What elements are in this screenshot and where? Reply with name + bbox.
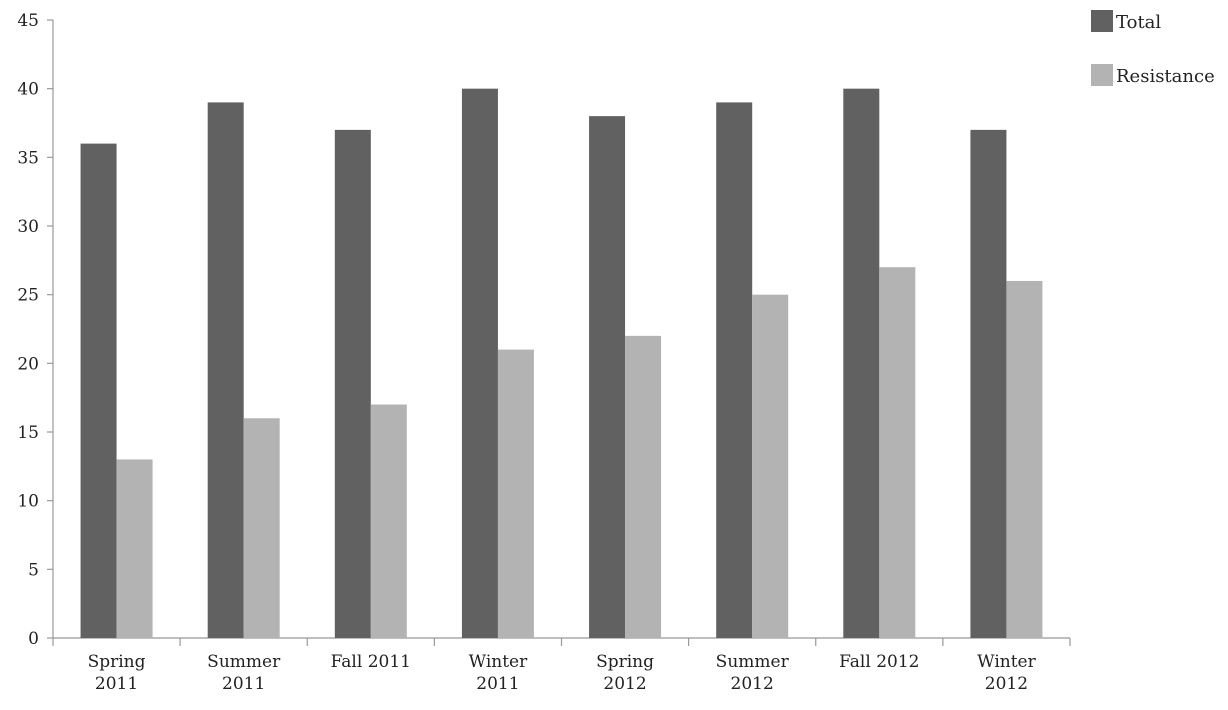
x-tick-label: 2012	[731, 674, 774, 694]
bar-resistance-5	[752, 294, 789, 638]
y-tick-label: 20	[17, 354, 39, 374]
x-tick-label: Winter	[977, 652, 1036, 672]
bar-total-6	[843, 88, 880, 638]
bar-resistance-0	[116, 459, 153, 638]
x-tick-label: Fall 2011	[331, 652, 411, 672]
axis-labels: 051015202530354045Spring2011Summer2011Fa…	[17, 11, 1036, 694]
bars	[80, 88, 1043, 639]
legend-label-resistance: Resistance	[1116, 66, 1215, 87]
bar-resistance-6	[879, 267, 916, 638]
legend-swatch-resistance	[1091, 64, 1113, 86]
bar-resistance-1	[243, 418, 280, 638]
bar-resistance-4	[625, 335, 662, 638]
y-tick-label: 10	[17, 492, 39, 512]
y-tick-label: 40	[17, 80, 39, 100]
x-tick-label: 2011	[222, 674, 265, 694]
bar-total-5	[716, 102, 753, 638]
bar-total-2	[334, 129, 371, 638]
x-tick-label: Summer	[207, 652, 281, 672]
y-tick-label: 25	[17, 286, 39, 306]
x-tick-label: Winter	[469, 652, 528, 672]
bar-total-3	[461, 88, 498, 638]
legend-label-total: Total	[1116, 12, 1161, 33]
y-tick-label: 30	[17, 217, 39, 237]
y-tick-label: 0	[28, 629, 39, 649]
x-tick-label: Spring	[596, 652, 654, 672]
bar-resistance-2	[370, 404, 407, 638]
y-tick-label: 15	[17, 423, 39, 443]
bar-resistance-7	[1006, 280, 1043, 638]
y-tick-label: 45	[17, 11, 39, 31]
legend-swatch-total	[1091, 10, 1113, 32]
y-tick-label: 5	[28, 560, 39, 580]
x-tick-label: 2011	[95, 674, 138, 694]
legend: Total Resistance	[1091, 10, 1215, 87]
x-tick-label: Fall 2012	[839, 652, 919, 672]
x-tick-label: 2012	[603, 674, 646, 694]
bar-total-7	[970, 129, 1007, 638]
x-tick-label: 2011	[476, 674, 519, 694]
axes	[47, 19, 1071, 646]
x-tick-label: Spring	[88, 652, 146, 672]
x-tick-label: 2012	[985, 674, 1028, 694]
bar-total-4	[589, 116, 626, 639]
bar-resistance-3	[497, 349, 534, 638]
y-tick-label: 35	[17, 148, 39, 168]
bar-total-0	[80, 143, 117, 638]
x-tick-label: Summer	[716, 652, 790, 672]
bar-total-1	[207, 102, 244, 638]
